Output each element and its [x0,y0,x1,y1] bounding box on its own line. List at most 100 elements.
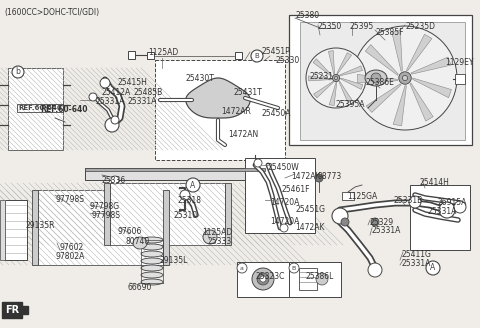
Polygon shape [393,86,407,126]
Text: 25431T: 25431T [233,88,262,97]
Circle shape [315,174,323,182]
Text: 25450W: 25450W [267,163,299,172]
Text: B: B [254,53,259,59]
Polygon shape [313,59,332,76]
Circle shape [371,73,381,83]
Bar [110,183,225,245]
Text: 25318: 25318 [178,196,202,205]
Text: 25380: 25380 [295,11,319,20]
Circle shape [332,208,348,224]
Polygon shape [357,74,397,83]
Text: 25386E: 25386E [365,78,394,87]
Bar [300,22,465,140]
Polygon shape [340,78,363,89]
Text: 25411G: 25411G [401,250,431,259]
Bar [32,190,38,265]
Bar [245,158,315,233]
Polygon shape [328,51,335,74]
Ellipse shape [365,70,387,86]
Text: 25323C: 25323C [256,272,286,281]
Circle shape [251,50,263,62]
Text: 25331A: 25331A [428,207,457,216]
Text: 25329: 25329 [370,218,394,227]
Text: REF.60-640: REF.60-640 [18,105,62,111]
Text: b: b [15,68,21,76]
Polygon shape [392,31,402,71]
Bar [0,200,5,260]
Text: 29135L: 29135L [159,256,187,265]
Bar [225,183,231,245]
Bar [163,190,169,265]
Text: 1472AN: 1472AN [228,130,258,139]
Text: 25395: 25395 [350,22,374,31]
Polygon shape [366,84,401,113]
Text: 25385F: 25385F [375,28,404,37]
Ellipse shape [141,279,163,285]
Polygon shape [0,200,5,260]
Text: 25331A: 25331A [372,226,401,235]
Text: 97802A: 97802A [55,252,84,261]
Circle shape [335,76,337,79]
Circle shape [237,263,247,273]
Text: 25386L: 25386L [305,272,334,281]
Ellipse shape [141,244,163,250]
Circle shape [439,202,455,218]
Text: 14720A: 14720A [270,198,300,207]
Circle shape [105,118,119,132]
Text: 1125AD: 1125AD [202,228,232,237]
Text: 1472AR: 1472AR [221,107,251,116]
Text: (1600CC>DOHC-TCI/GDI): (1600CC>DOHC-TCI/GDI) [4,8,99,17]
Bar [128,51,135,59]
Text: 25412A: 25412A [102,88,131,97]
Polygon shape [407,34,432,71]
Bar [235,52,242,59]
Circle shape [399,72,411,84]
Ellipse shape [133,237,147,249]
Text: 1129EY: 1129EY [445,58,473,67]
Circle shape [186,178,200,192]
Text: 98773: 98773 [318,172,342,181]
Text: 97798G: 97798G [89,202,119,211]
Text: 1125AD: 1125AD [148,48,178,57]
Circle shape [426,261,440,275]
Text: 25414H: 25414H [419,178,449,187]
Text: a: a [240,265,244,271]
Text: 25350: 25350 [318,22,342,31]
Circle shape [289,263,299,273]
Text: 26915A: 26915A [437,198,467,207]
Text: 1472AK: 1472AK [295,223,324,232]
Ellipse shape [141,265,163,271]
Text: 25336: 25336 [102,176,126,185]
Text: 80740: 80740 [126,237,150,246]
Bar [410,185,470,250]
Text: 97798S: 97798S [91,211,120,220]
Text: 25395A: 25395A [335,100,364,109]
Text: 25231: 25231 [310,72,334,81]
Circle shape [254,159,262,167]
Text: 25235D: 25235D [405,22,435,31]
Bar [85,168,265,180]
Polygon shape [411,57,451,74]
Bar [8,68,63,150]
Ellipse shape [141,237,163,243]
Text: A: A [191,180,196,190]
Text: 25450A: 25450A [262,109,291,118]
Circle shape [280,224,288,232]
Bar [455,74,465,84]
Bar [104,183,110,245]
Text: 14720A: 14720A [270,217,300,226]
Ellipse shape [141,272,163,278]
Circle shape [353,26,457,130]
Circle shape [316,273,328,285]
Text: 25461F: 25461F [281,185,310,194]
Text: 25310: 25310 [173,211,197,220]
Bar [289,15,472,145]
Bar [38,190,163,265]
Circle shape [180,190,190,200]
Bar [5,200,27,260]
Ellipse shape [141,251,163,257]
Text: 25333: 25333 [208,237,232,246]
Bar [147,52,154,59]
Circle shape [368,263,382,277]
Bar [299,268,317,290]
